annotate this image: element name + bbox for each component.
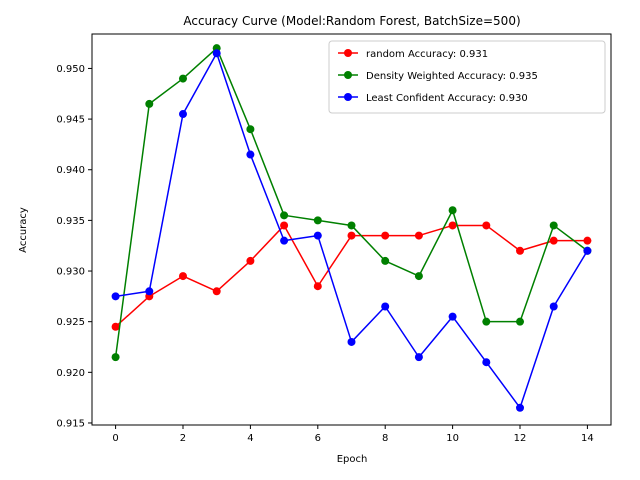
- data-point: [583, 236, 592, 245]
- legend-label: Density Weighted Accuracy: 0.935: [366, 71, 538, 82]
- series-0: [111, 221, 592, 331]
- y-tick-label: 0.915: [56, 418, 85, 429]
- x-tick-label: 12: [514, 433, 527, 444]
- data-point: [145, 99, 154, 108]
- x-tick-label: 2: [180, 433, 186, 444]
- data-point: [448, 312, 457, 321]
- data-point: [246, 150, 255, 159]
- data-point: [246, 125, 255, 134]
- y-tick-label: 0.935: [56, 216, 85, 227]
- y-tick-label: 0.945: [56, 115, 85, 126]
- data-point: [145, 287, 154, 296]
- x-tick-label: 0: [112, 433, 118, 444]
- y-tick-label: 0.925: [56, 317, 85, 328]
- legend-item: random Accuracy: 0.931: [338, 49, 488, 60]
- data-point: [414, 353, 423, 362]
- data-point: [313, 282, 322, 291]
- data-point: [178, 272, 187, 281]
- data-point: [280, 211, 289, 220]
- series-1: [111, 44, 592, 362]
- y-tick-label: 0.920: [56, 368, 85, 379]
- data-point: [549, 302, 558, 311]
- data-point: [448, 206, 457, 215]
- y-tick-label: 0.950: [56, 64, 85, 75]
- data-point: [246, 256, 255, 265]
- legend-label: random Accuracy: 0.931: [366, 49, 488, 60]
- x-tick-label: 8: [382, 433, 388, 444]
- chart-title: Accuracy Curve (Model:Random Forest, Bat…: [183, 14, 520, 28]
- y-axis: 0.915 0.920 0.925 0.930 0.935 0.940 0.945 0.950: [56, 64, 92, 429]
- data-point: [111, 353, 120, 362]
- plot-area: [111, 44, 592, 412]
- axes-frame: [91, 33, 612, 426]
- x-tick-label: 10: [446, 433, 459, 444]
- data-point: [414, 272, 423, 281]
- legend-label: Least Confident Accuracy: 0.930: [366, 93, 528, 104]
- data-point: [347, 231, 356, 240]
- data-point: [482, 358, 491, 367]
- legend-marker: [344, 71, 352, 79]
- legend-marker: [344, 49, 352, 57]
- x-tick-label: 14: [581, 433, 594, 444]
- data-point: [280, 236, 289, 245]
- data-point: [482, 221, 491, 230]
- data-point: [414, 231, 423, 240]
- x-tick-label: 6: [315, 433, 321, 444]
- data-point: [347, 337, 356, 346]
- y-tick-label: 0.940: [56, 165, 85, 176]
- data-point: [516, 246, 525, 255]
- data-point: [381, 256, 390, 265]
- data-point: [313, 231, 322, 240]
- data-point: [178, 110, 187, 119]
- series-2: [111, 49, 592, 412]
- x-axis: 0 2 4 6 8 10 12 14: [112, 425, 594, 444]
- data-point: [583, 246, 592, 255]
- legend-box: [328, 40, 606, 114]
- data-point: [549, 221, 558, 230]
- x-axis-label: Epoch: [337, 454, 368, 465]
- data-point: [111, 322, 120, 331]
- legend-item: Least Confident Accuracy: 0.930: [338, 93, 528, 104]
- data-point: [178, 74, 187, 83]
- data-point: [280, 221, 289, 230]
- data-point: [381, 302, 390, 311]
- data-point: [516, 403, 525, 412]
- data-point: [212, 49, 221, 58]
- data-point: [482, 317, 491, 326]
- data-point: [549, 236, 558, 245]
- legend: random Accuracy: 0.931 Density Weighted A…: [328, 40, 606, 114]
- data-point: [516, 317, 525, 326]
- data-point: [381, 231, 390, 240]
- legend-item: Density Weighted Accuracy: 0.935: [338, 71, 538, 82]
- legend-marker: [344, 93, 352, 101]
- data-point: [313, 216, 322, 225]
- data-point: [347, 221, 356, 230]
- data-point: [111, 292, 120, 301]
- y-axis-label: Accuracy: [18, 207, 29, 253]
- y-tick-label: 0.930: [56, 267, 85, 278]
- data-point: [212, 287, 221, 296]
- x-tick-label: 4: [247, 433, 253, 444]
- data-point: [448, 221, 457, 230]
